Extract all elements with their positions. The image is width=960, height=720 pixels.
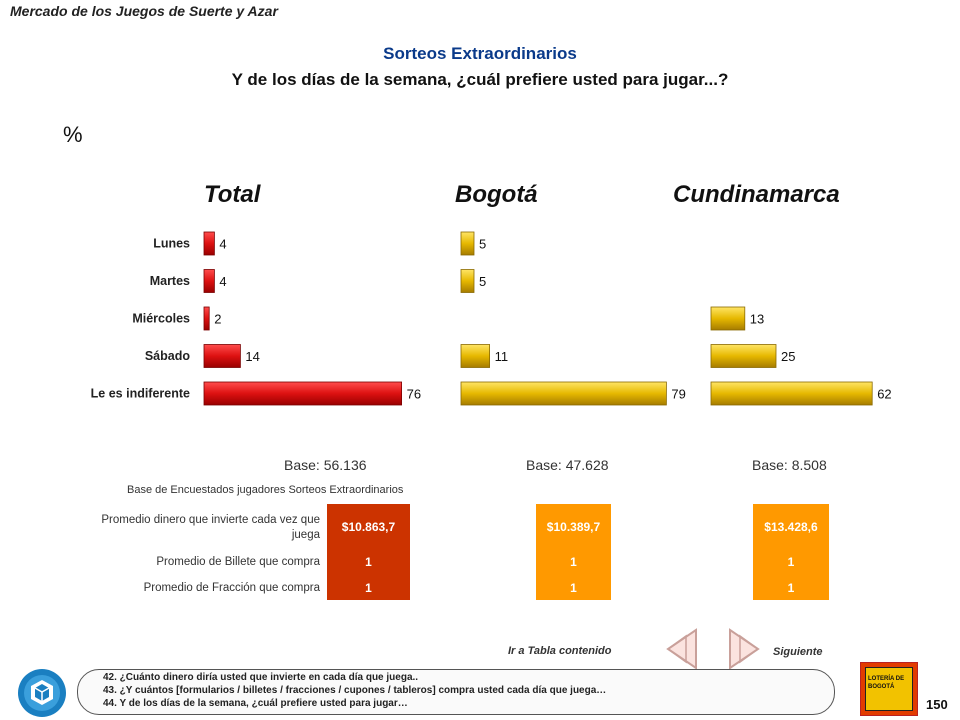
cell-total-dinero: $10.863,7 <box>341 520 396 534</box>
table-content-link[interactable]: Ir a Tabla contenido <box>508 645 612 657</box>
bar <box>710 381 873 406</box>
bar-value-label: 4 <box>219 274 226 289</box>
brand-title: Mercado de los Juegos de Suerte y Azar <box>10 3 278 19</box>
bar-value-label: 11 <box>495 349 509 364</box>
next-link[interactable]: Siguiente <box>773 646 823 658</box>
bar <box>460 381 667 406</box>
bar <box>203 344 241 368</box>
table-column-bogota <box>536 504 611 600</box>
bar-value-label: 2 <box>214 312 221 327</box>
table-column-cundinamarca <box>753 504 829 600</box>
category-label: Miércoles <box>132 312 190 326</box>
loteria-logo-inner: LOTERÍA DE BOGOTÁ <box>865 667 913 711</box>
bar-value-label: 79 <box>671 387 685 402</box>
bar <box>710 306 746 331</box>
arrow-left-icon[interactable] <box>656 626 704 672</box>
row-label-billete: Promedio de Billete que compra <box>156 556 320 568</box>
bar <box>460 269 475 293</box>
cell-total-billete: 1 <box>365 555 372 569</box>
row-label-dinero: Promedio dinero que invierte cada vez qu… <box>101 514 320 541</box>
group-title-total: Total <box>204 181 261 208</box>
category-label: Lunes <box>153 237 190 251</box>
base-cundinamarca: Base: 8.508 <box>752 457 827 473</box>
category-label: Martes <box>150 274 190 288</box>
cell-cundinamarca-billete: 1 <box>787 555 795 569</box>
cell-bogota-billete: 1 <box>570 555 577 569</box>
bar-value-label: 14 <box>245 349 259 364</box>
cell-cundinamarca-fraccion: 1 <box>787 581 795 595</box>
footer-question-43: 43. ¿Y cuántos [formularios / billetes /… <box>103 685 607 696</box>
footer-question-44: 44. Y de los días de la semana, ¿cuál pr… <box>103 698 408 709</box>
bar-value-label: 13 <box>750 312 764 327</box>
bar <box>460 231 475 256</box>
category-label: Sábado <box>145 349 191 363</box>
row-label-fraccion: Promedio de Fracción que compra <box>143 582 320 594</box>
cell-total-fraccion: 1 <box>365 581 372 595</box>
table-column-total <box>327 504 410 600</box>
bar-chart: Lunes Martes Miércoles Sábado Le es indifere… <box>91 231 892 406</box>
bar <box>460 344 491 368</box>
bar-value-label: 62 <box>877 387 891 402</box>
loteria-logo-text: LOTERÍA DE BOGOTÁ <box>868 676 905 690</box>
bar <box>203 269 215 293</box>
unit-label: % <box>63 122 83 147</box>
bar-value-label: 76 <box>407 387 421 402</box>
bar <box>203 306 210 331</box>
bar <box>710 344 777 368</box>
group-title-cundinamarca: Cundinamarca <box>673 181 840 208</box>
bar <box>203 231 215 256</box>
bar <box>203 381 403 406</box>
footer-question-42: 42. ¿Cuánto dinero diría usted que invie… <box>103 672 419 683</box>
base-total: Base: 56.136 <box>284 457 367 473</box>
loteria-logo: LOTERÍA DE BOGOTÁ <box>860 662 918 716</box>
hexagon-cube-logo-icon <box>18 669 66 717</box>
page-subtitle: Y de los días de la semana, ¿cuál prefie… <box>231 70 729 89</box>
cell-bogota-fraccion: 1 <box>570 581 577 595</box>
group-title-bogota: Bogotá <box>455 181 538 208</box>
bar-value-label: 25 <box>781 349 795 364</box>
category-label: Le es indiferente <box>91 387 190 401</box>
bar-value-label: 4 <box>219 237 226 252</box>
page-title: Sorteos Extraordinarios <box>383 44 577 63</box>
base-bogota: Base: 47.628 <box>526 457 609 473</box>
cell-cundinamarca-dinero: $13.428,6 <box>764 520 818 534</box>
cell-bogota-dinero: $10.389,7 <box>546 520 601 534</box>
footer-questions-box <box>77 669 835 715</box>
bar-value-label: 5 <box>479 274 486 289</box>
bar-value-label: 5 <box>479 237 486 252</box>
page-number: 150 <box>926 697 948 712</box>
table-note: Base de Encuestados jugadores Sorteos Ex… <box>127 484 404 496</box>
arrow-right-icon[interactable] <box>722 626 770 672</box>
